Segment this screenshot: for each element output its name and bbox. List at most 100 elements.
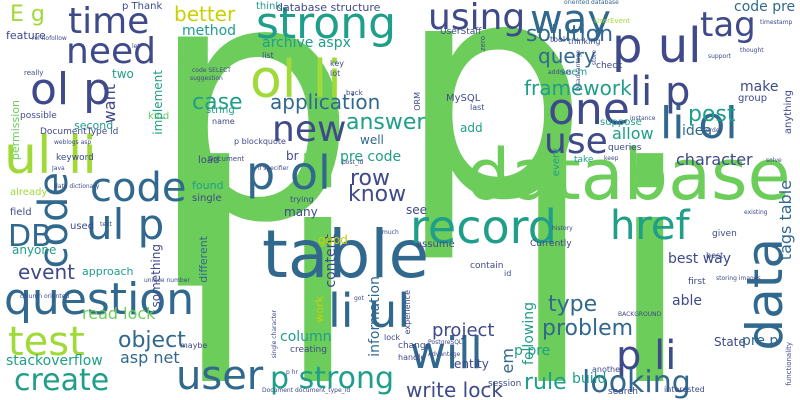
word-able: able bbox=[672, 293, 702, 309]
word-project: project bbox=[432, 320, 495, 341]
word-li-specifier: li specifier bbox=[258, 165, 289, 172]
word-given: given bbox=[712, 229, 737, 239]
word-let: let bbox=[132, 43, 140, 50]
word-table: table bbox=[262, 216, 430, 293]
word-last: last bbox=[470, 103, 485, 112]
word-p-strong: p strong bbox=[270, 361, 395, 396]
word-approach: approach bbox=[82, 265, 134, 278]
word-weblogs-asp: weblogs asp bbox=[54, 139, 92, 146]
word-thank: p Thank bbox=[122, 1, 163, 12]
word-id: id bbox=[504, 269, 512, 278]
word-existing: existing bbox=[744, 209, 768, 216]
word-UserEvent: UserEvent bbox=[594, 17, 631, 25]
word-session: session bbox=[488, 379, 522, 389]
word-p-ul: p ul bbox=[612, 18, 702, 74]
word-anything: anything bbox=[783, 90, 794, 135]
word-experience: experience bbox=[403, 290, 412, 335]
word-thinking: thinking bbox=[568, 37, 601, 46]
word-already: already bbox=[10, 187, 48, 198]
word-something: something bbox=[149, 244, 163, 308]
word-data-dictionary: data dictionary bbox=[54, 183, 100, 190]
word-href: href bbox=[610, 203, 690, 249]
word-i-1: i bbox=[276, 103, 360, 400]
word-take: take bbox=[574, 155, 594, 165]
word-following: following bbox=[521, 302, 537, 365]
word-search: search bbox=[608, 387, 638, 397]
word-another: another bbox=[592, 365, 624, 374]
word-address: address bbox=[548, 69, 572, 76]
word-anyone: anyone bbox=[12, 243, 57, 257]
word-question: question bbox=[4, 274, 195, 325]
word-feature: feature bbox=[6, 29, 46, 42]
word-trying: trying bbox=[290, 195, 314, 204]
word-first: first bbox=[688, 277, 706, 287]
word-single-character: single character bbox=[271, 310, 278, 359]
word-see: see bbox=[406, 203, 428, 217]
word-pre-p: pre p bbox=[742, 333, 779, 349]
word-create: create bbox=[14, 363, 110, 398]
word-creating: creating bbox=[290, 345, 327, 355]
word-information: information bbox=[367, 276, 383, 357]
word-used: used bbox=[70, 221, 95, 232]
word-time: time bbox=[68, 1, 150, 42]
word-UserStaff: UserStaff bbox=[440, 27, 482, 37]
word-tag: tag bbox=[700, 5, 756, 45]
word-framework: framework bbox=[524, 76, 632, 100]
word-p-big: p bbox=[148, 0, 358, 295]
word-load: load bbox=[198, 155, 220, 166]
word-code-pre: code pre bbox=[734, 0, 796, 15]
word-found: found bbox=[192, 179, 224, 192]
word-ul-li: ul li bbox=[4, 126, 97, 186]
word-suggestion: suggestion bbox=[190, 75, 223, 82]
word-need: need bbox=[66, 31, 156, 72]
word-much: much bbox=[382, 229, 399, 236]
word-solve: solve bbox=[766, 157, 782, 164]
word-using: using bbox=[428, 0, 526, 38]
word-every: every bbox=[551, 148, 562, 177]
word-post-id: post_id bbox=[342, 159, 364, 166]
word-code-SELECT: code SELECT bbox=[192, 67, 231, 74]
word-rel-nofollow: rel nofollow bbox=[32, 35, 67, 42]
word-second: second bbox=[74, 119, 114, 132]
word-many: many bbox=[284, 205, 318, 219]
word-name: name bbox=[212, 117, 235, 126]
word-db-structure: database structure bbox=[276, 1, 381, 14]
word-field: field bbox=[10, 207, 32, 218]
word-asp-net: asp net bbox=[120, 348, 180, 367]
word-l-2: l bbox=[510, 103, 594, 400]
word-possible: possible bbox=[20, 111, 57, 121]
word-got: got bbox=[354, 295, 364, 302]
word-li-p: li p bbox=[630, 69, 691, 115]
word-MySQL: MySQL bbox=[446, 93, 481, 104]
word-keep: keep bbox=[604, 155, 619, 162]
word-best: best bbox=[706, 251, 724, 260]
word-store: store bbox=[591, 50, 598, 66]
word-well: well bbox=[360, 133, 384, 147]
word-tags-table: tags table bbox=[776, 180, 795, 261]
word-stackoverflow: stackoverflow bbox=[6, 353, 103, 369]
word-l-1: l bbox=[174, 103, 258, 400]
word-want: want bbox=[100, 84, 119, 124]
word-rule: rule bbox=[524, 370, 567, 395]
word-allow: allow bbox=[612, 124, 654, 143]
word-method: method bbox=[182, 23, 237, 39]
word-unique-number: unique number bbox=[144, 277, 190, 284]
word-best-way: best way bbox=[668, 251, 732, 267]
word-em: em bbox=[498, 348, 517, 374]
word-know: know bbox=[348, 182, 407, 207]
word-solution: solution bbox=[526, 22, 614, 47]
word-back: back bbox=[346, 89, 363, 97]
word-keyword: keyword bbox=[56, 153, 94, 163]
word-type: type bbox=[548, 292, 598, 317]
word-p-hr: p hr bbox=[286, 369, 298, 376]
word-oriented-db: oriented database bbox=[564, 0, 619, 6]
word-write-lock: write lock bbox=[406, 378, 504, 400]
word-zero: zero bbox=[479, 36, 487, 51]
word-application: application bbox=[270, 90, 381, 114]
word-text: text bbox=[100, 221, 112, 228]
word-handle: handle bbox=[398, 353, 426, 362]
word-timestamp: timestamp bbox=[760, 19, 793, 26]
word-kind: kind bbox=[148, 111, 170, 122]
word-seem: seem bbox=[560, 67, 588, 78]
